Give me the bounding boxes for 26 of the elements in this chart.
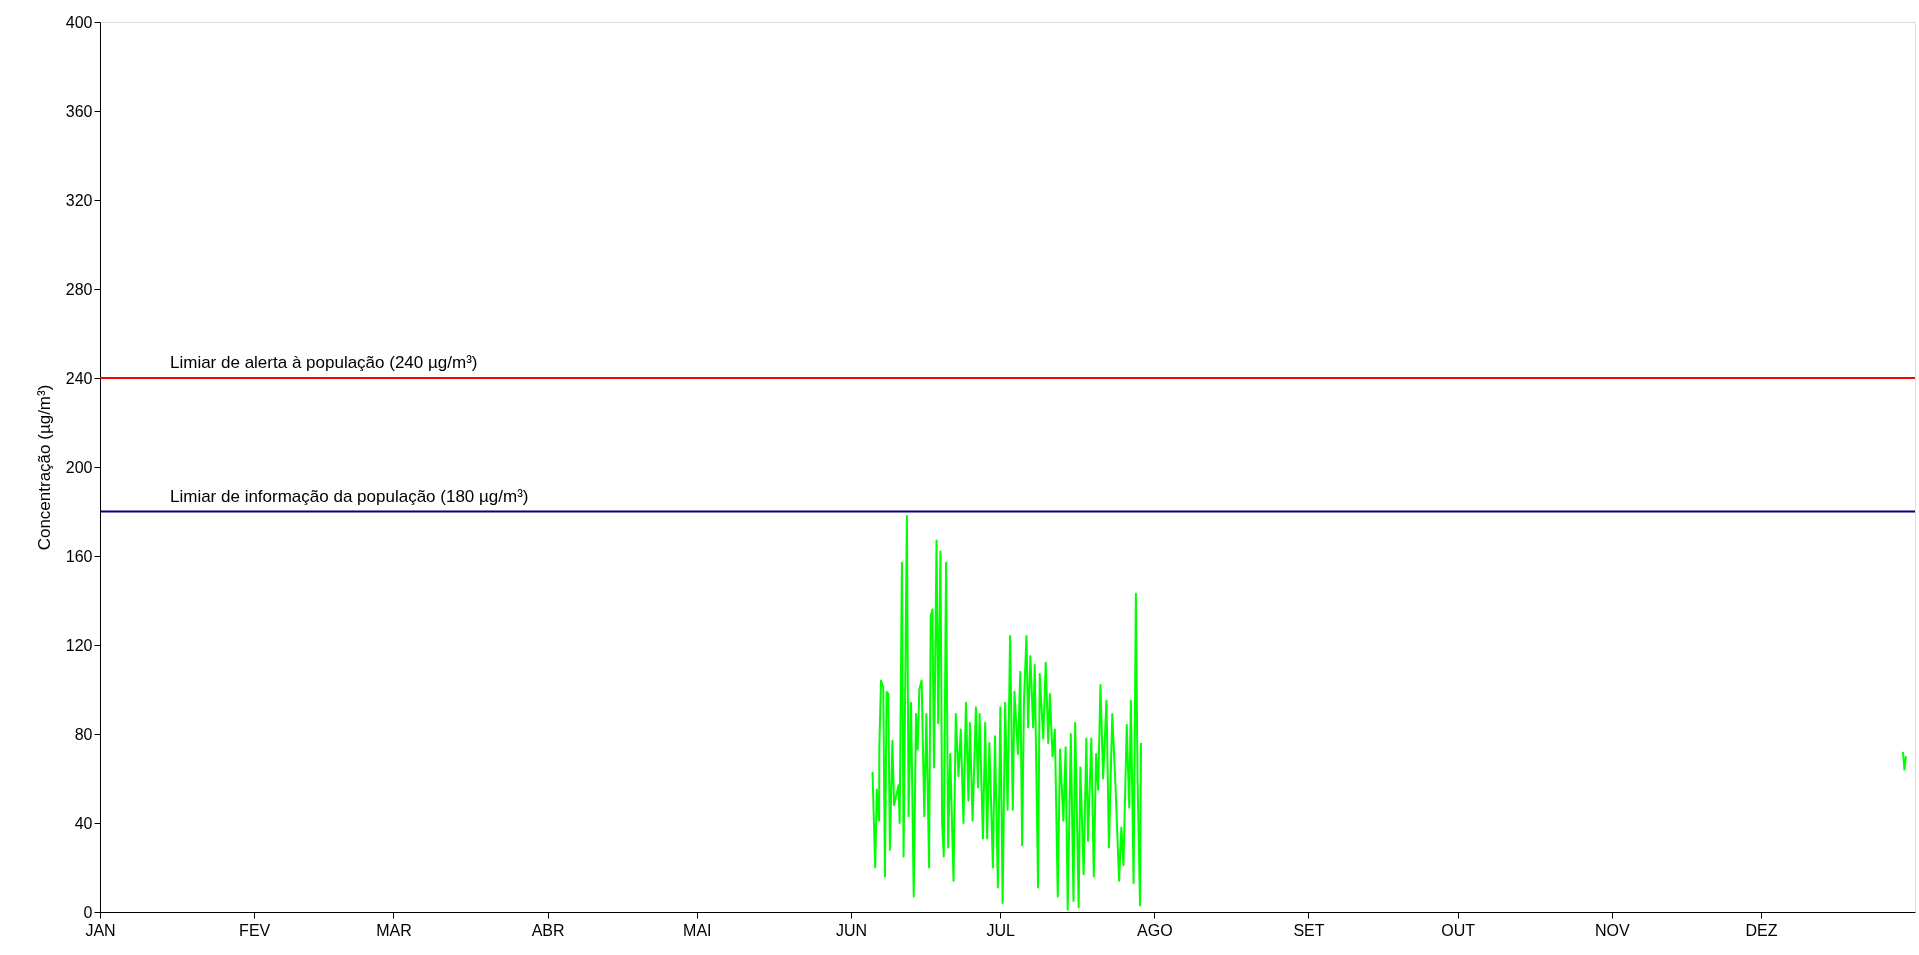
x-tick-label: ABR xyxy=(531,921,565,939)
x-tick-label: JUL xyxy=(986,921,1015,939)
x-tick-label: JUN xyxy=(835,921,867,939)
x-tick-label: MAR xyxy=(376,921,412,939)
y-tick-label: 360 xyxy=(65,102,93,120)
y-tick-label: 120 xyxy=(65,636,93,654)
x-tick-label: OUT xyxy=(1441,921,1476,939)
x-tick-label: MAI xyxy=(683,921,712,939)
x-tick-label: DEZ xyxy=(1745,921,1778,939)
y-tick-label: 400 xyxy=(65,13,93,31)
y-tick-label: 320 xyxy=(65,191,93,209)
x-tick-label: NOV xyxy=(1595,921,1631,939)
y-tick-label: 160 xyxy=(65,547,93,565)
y-axis-title: Concentração (µg/m³) xyxy=(34,384,54,551)
y-tick-label: 40 xyxy=(74,814,93,832)
y-tick-label: 80 xyxy=(74,725,93,743)
x-tick-label: FEV xyxy=(239,921,271,939)
y-tick-label: 280 xyxy=(65,280,93,298)
x-tick-label: SET xyxy=(1293,921,1325,939)
y-tick-label: 200 xyxy=(65,458,93,476)
x-tick-label: JAN xyxy=(85,921,116,939)
ref-line-label: Limiar de alerta à população (240 µg/m³) xyxy=(170,353,478,372)
y-tick-label: 240 xyxy=(65,369,93,387)
x-tick-label: AGO xyxy=(1137,921,1173,939)
y-tick-label: 0 xyxy=(83,903,93,921)
ref-line-label: Limiar de informação da população (180 µg/m³) xyxy=(170,486,529,506)
